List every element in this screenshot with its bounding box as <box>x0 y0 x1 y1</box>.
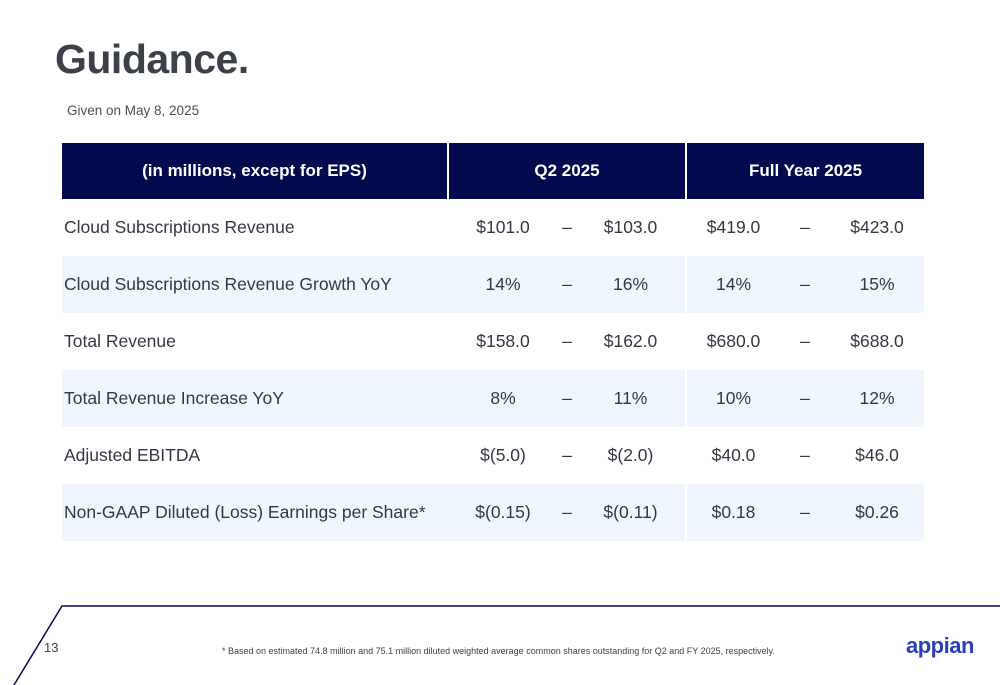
fy-low-value: $40.0 <box>711 445 756 465</box>
q2-low-value: 14% <box>448 256 558 313</box>
q2-low-value: $158.0 <box>476 331 530 351</box>
range-separator: – <box>562 331 572 351</box>
range-separator: – <box>800 331 810 351</box>
guidance-table: (in millions, except for EPS) Q2 2025 Fu… <box>62 143 925 541</box>
range-separator: – <box>562 217 572 237</box>
fy-low-value: 14% <box>686 256 781 313</box>
range-separator: – <box>558 370 576 427</box>
table-row: Total Revenue Increase YoY 8% – 11% 10% … <box>62 370 925 427</box>
row-label: Total Revenue Increase YoY <box>62 370 448 427</box>
q2-high-value: 16% <box>576 256 688 313</box>
q2-high-value: $103.0 <box>576 199 688 256</box>
column-header-metric: (in millions, except for EPS) <box>62 143 448 199</box>
row-label: Cloud Subscriptions Revenue Growth YoY <box>62 256 448 313</box>
range-separator: – <box>780 370 831 427</box>
fy-high-value: 15% <box>830 256 925 313</box>
page-title: Guidance. <box>55 36 249 82</box>
q2-high-value: $162.0 <box>576 313 688 370</box>
q2-low-value: $101.0 <box>476 217 530 237</box>
q2-high-value: 11% <box>576 370 688 427</box>
fy-high-value: $46.0 <box>855 445 899 465</box>
fy-low-value: $419.0 <box>706 217 761 237</box>
range-separator: – <box>558 484 576 541</box>
range-separator: – <box>800 445 810 465</box>
page-number: 13 <box>44 640 59 655</box>
table-header-row: (in millions, except for EPS) Q2 2025 Fu… <box>62 143 925 199</box>
fy-high-value: $0.26 <box>830 484 925 541</box>
fy-high-value: $688.0 <box>850 331 904 351</box>
range-separator: – <box>558 256 576 313</box>
row-label: Adjusted EBITDA <box>64 445 201 465</box>
fy-low-value: 10% <box>686 370 781 427</box>
footer-divider-line <box>13 605 1000 685</box>
row-label: Cloud Subscriptions Revenue <box>64 217 295 237</box>
column-header-fy: Full Year 2025 <box>685 143 925 199</box>
q2-low-value: 8% <box>448 370 558 427</box>
footnote: * Based on estimated 74.8 million and 75… <box>222 646 775 656</box>
table-row: Non-GAAP Diluted (Loss) Earnings per Sha… <box>62 484 925 541</box>
appian-logo: appian <box>906 633 974 658</box>
range-separator: – <box>800 217 810 237</box>
row-label: Total Revenue <box>64 331 176 351</box>
q2-high-value: $(0.11) <box>576 484 688 541</box>
range-separator: – <box>780 256 831 313</box>
fy-high-value: 12% <box>830 370 925 427</box>
column-header-q2: Q2 2025 <box>446 143 687 199</box>
q2-low-value: $(5.0) <box>480 445 526 465</box>
q2-low-value: $(0.15) <box>448 484 558 541</box>
q2-high-value: $(2.0) <box>576 427 688 484</box>
page-subtitle: Given on May 8, 2025 <box>67 103 200 118</box>
row-label: Non-GAAP Diluted (Loss) Earnings per Sha… <box>62 484 448 541</box>
fy-low-value: $680.0 <box>706 331 761 351</box>
table-row: Adjusted EBITDA $(5.0) – $(2.0) $40.0 – … <box>62 427 924 484</box>
range-separator: – <box>780 484 831 541</box>
fy-high-value: $423.0 <box>850 217 904 237</box>
table-row: Total Revenue $158.0 – $162.0 $680.0 – $… <box>62 313 924 370</box>
table-row: Cloud Subscriptions Revenue Growth YoY 1… <box>62 256 925 313</box>
range-separator: – <box>562 445 572 465</box>
table-row: Cloud Subscriptions Revenue $101.0 – $10… <box>62 199 924 256</box>
fy-low-value: $0.18 <box>686 484 781 541</box>
